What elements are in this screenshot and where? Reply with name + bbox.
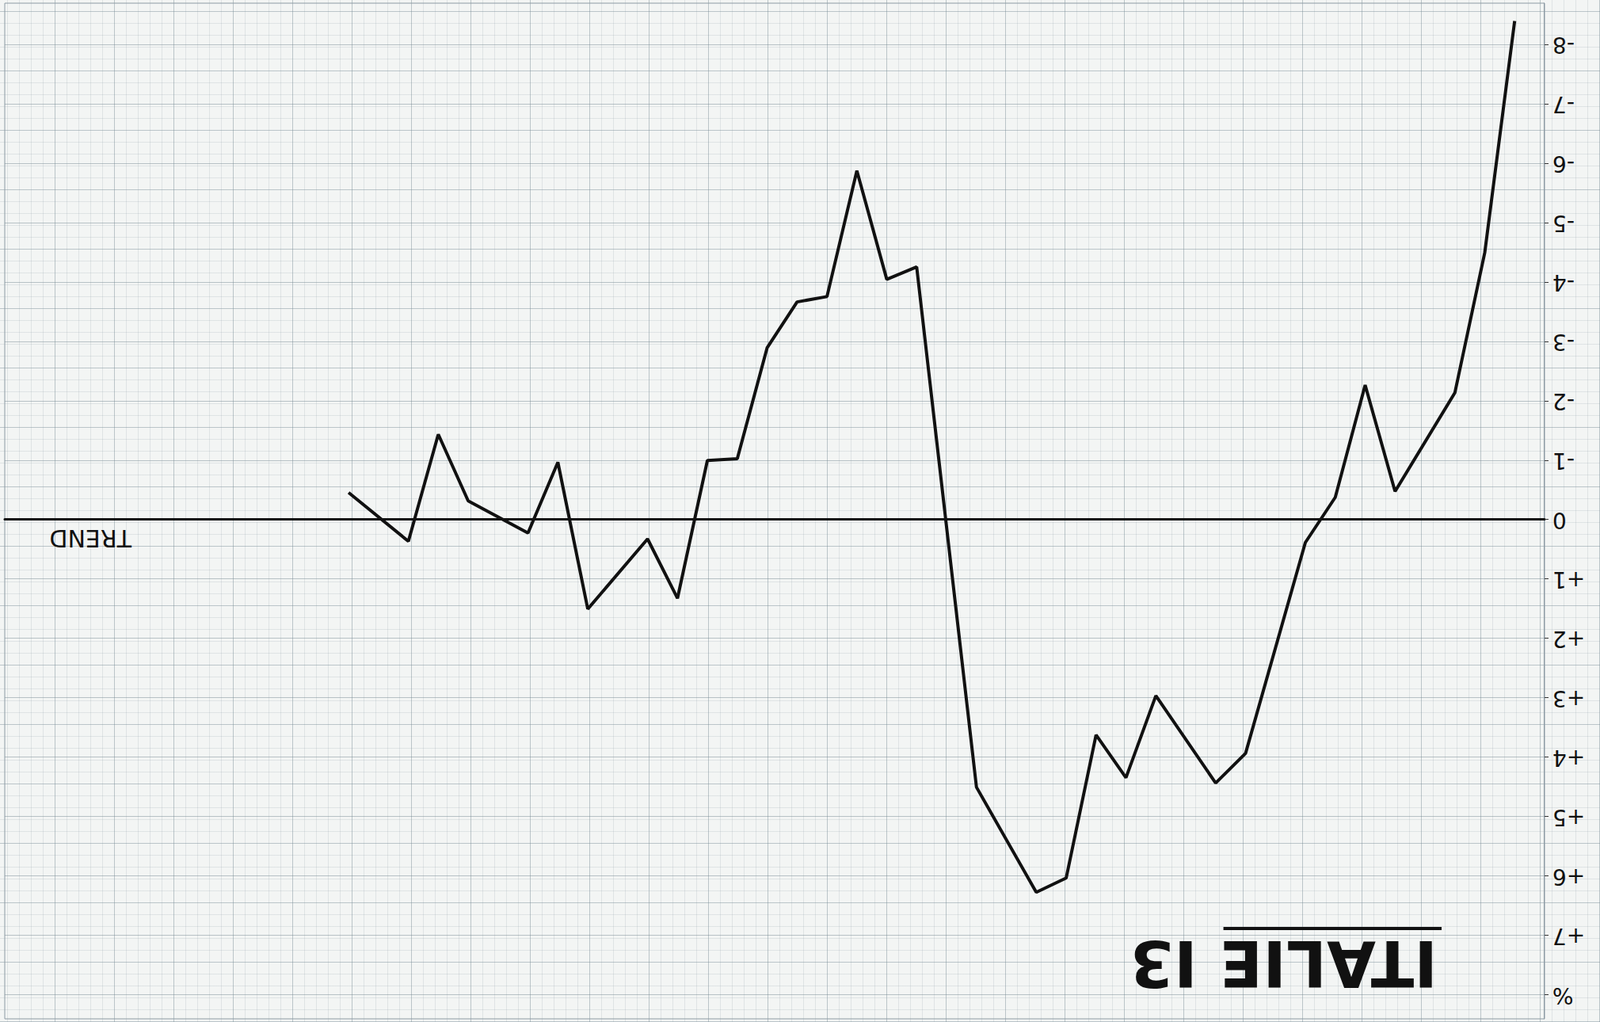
svg-text:+2: +2 xyxy=(1552,625,1585,652)
svg-text:-8: -8 xyxy=(1552,31,1575,58)
svg-text:-3: -3 xyxy=(1552,328,1575,355)
svg-text:TREND: TREND xyxy=(49,524,133,553)
svg-text:+3: +3 xyxy=(1552,685,1585,712)
svg-text:+6: +6 xyxy=(1552,863,1585,890)
svg-text:+7: +7 xyxy=(1552,922,1585,949)
svg-text:-7: -7 xyxy=(1552,91,1575,118)
svg-text:ITALIE I3: ITALIE I3 xyxy=(1129,925,1438,1000)
svg-text:-1: -1 xyxy=(1552,447,1575,474)
svg-text:-5: -5 xyxy=(1552,209,1575,237)
svg-text:-6: -6 xyxy=(1552,150,1575,177)
svg-text:+1: +1 xyxy=(1552,566,1585,593)
svg-text:-2: -2 xyxy=(1552,388,1575,415)
svg-text:0: 0 xyxy=(1552,506,1567,534)
svg-text:+5: +5 xyxy=(1552,803,1585,831)
svg-text:%: % xyxy=(1552,982,1574,1009)
svg-text:-4: -4 xyxy=(1552,269,1575,296)
svg-text:+4: +4 xyxy=(1552,744,1585,771)
